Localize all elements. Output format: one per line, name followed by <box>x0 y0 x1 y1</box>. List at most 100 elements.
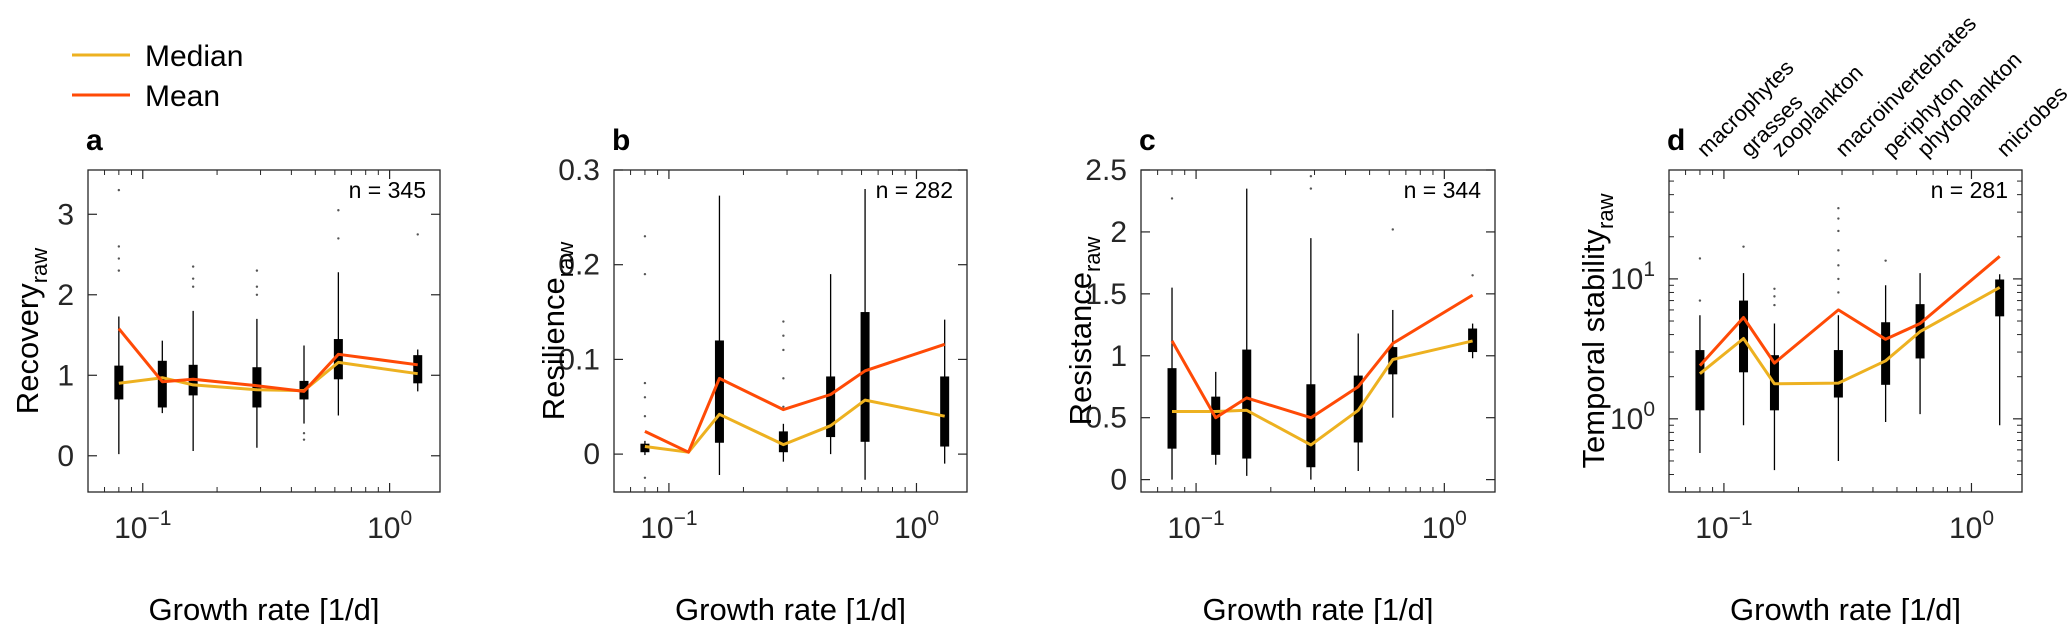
box-iqr <box>826 376 836 438</box>
box-outlier <box>1773 303 1776 307</box>
x-tick-label: 100 <box>894 507 939 545</box>
x-tick-label: 10−1 <box>640 507 697 545</box>
box-outlier <box>1773 287 1776 290</box>
box-iqr <box>1211 396 1221 455</box>
y-axis-label: Resilienceraw <box>536 242 578 421</box>
panel-a: 10−1 100 0 1 2 3 Growth rate [1/d] Recoveryraw a… <box>10 124 441 624</box>
y-tick-label: 0 <box>1110 464 1127 497</box>
box-outlier <box>337 237 340 240</box>
sample-size-label: n = 282 <box>876 177 953 203</box>
legend-mean-label: Mean <box>145 80 220 113</box>
series-median-line <box>1172 339 1473 447</box>
box-iqr <box>413 355 423 384</box>
box-outlier <box>1837 249 1840 252</box>
box-iqr <box>252 367 262 408</box>
x-axis-label: Growth rate [1/d] <box>675 592 906 624</box>
x-axis-label: Growth rate [1/d] <box>1203 592 1434 624</box>
box-iqr <box>714 340 724 443</box>
y-tick-label: 1 <box>57 359 74 392</box>
x-tick-label: 10−1 <box>1167 507 1224 545</box>
box-outlier <box>1471 274 1474 277</box>
series-mean-line <box>1698 255 2001 367</box>
box-outlier <box>643 415 647 418</box>
axes-box <box>1140 169 1496 493</box>
y-tick-label: 0.1 <box>558 343 600 376</box>
y-tick-label: 2.5 <box>1085 154 1127 187</box>
y-tick-label: 0.3 <box>558 154 600 187</box>
box-outlier <box>117 257 121 260</box>
axes-box <box>87 169 441 493</box>
box-outlier <box>1837 229 1840 233</box>
series-mean-line <box>1170 293 1474 420</box>
y-tick-label: 100 <box>1610 398 1655 436</box>
box-outlier <box>255 285 259 288</box>
box-outlier <box>1837 277 1840 281</box>
box-iqr <box>1881 322 1891 385</box>
box-iqr <box>1739 300 1749 373</box>
series-median-line <box>644 398 945 454</box>
series-mean-line <box>117 327 418 393</box>
x-tick-label: 100 <box>1422 507 1467 545</box>
category-labels: macrophytesgrasseszooplanktonmacroinvert… <box>1692 11 2072 162</box>
box-outlier <box>1698 257 1702 260</box>
sample-size-label: n = 344 <box>1404 177 1482 203</box>
category-label: microbes <box>1992 81 2072 162</box>
box-outlier <box>302 438 306 441</box>
box-outlier <box>1309 187 1313 190</box>
panel-d: 10−1 100 100 101 Growth rate [1/d] Temporal s… <box>1576 124 2023 624</box>
box-outlier <box>191 285 195 288</box>
box-iqr <box>1167 368 1177 449</box>
y-axis-label: Recoveryraw <box>10 248 52 414</box>
plot-area <box>114 188 423 455</box>
box-outlier <box>1837 217 1840 220</box>
axes-box <box>1668 169 2023 493</box>
panel-letter: b <box>612 124 630 157</box>
y-tick-label: 2 <box>57 279 74 312</box>
box-outlier <box>1698 299 1702 302</box>
sample-size-label: n = 281 <box>1931 177 2008 203</box>
legend: Median Mean <box>72 40 243 113</box>
box-outlier <box>1884 259 1887 262</box>
y-tick-label: 1.5 <box>1085 278 1127 311</box>
box-outlier <box>1170 197 1174 200</box>
box-outlier <box>117 245 121 248</box>
box-outlier <box>1837 207 1840 210</box>
box-outlier <box>1391 228 1394 231</box>
box-iqr <box>1695 350 1705 411</box>
box-outlier <box>782 405 785 408</box>
x-tick-label: 100 <box>367 507 412 545</box>
box-outlier <box>117 188 121 192</box>
x-axis-label: Growth rate [1/d] <box>1730 592 1961 624</box>
y-tick-label: 0.2 <box>558 249 600 282</box>
box-outlier <box>643 396 647 399</box>
y-axis-label: Temporal stabilityraw <box>1576 193 1618 468</box>
plot-area <box>640 188 950 480</box>
box-outlier <box>117 269 121 272</box>
panel-letter: d <box>1667 124 1685 157</box>
box-outlier <box>302 432 306 435</box>
series-mean-line <box>644 342 946 454</box>
y-tick-label: 0 <box>57 440 74 473</box>
y-tick-label: 0 <box>583 438 600 471</box>
panel-letter: c <box>1139 124 1156 157</box>
y-axis-label: Resistanceraw <box>1063 236 1105 425</box>
y-tick-label: 0.5 <box>1085 402 1127 435</box>
panel-b: 10−1 100 0 0.1 0.2 0.3 Growth rate [1/d] Resili… <box>536 124 968 624</box>
box-outlier <box>1309 174 1313 178</box>
box-iqr <box>157 360 167 408</box>
box-outlier <box>782 377 785 380</box>
box-iqr <box>860 312 870 442</box>
plot-area <box>1167 174 1478 480</box>
legend-median-label: Median <box>145 40 243 73</box>
box-outlier <box>191 265 195 268</box>
box-outlier <box>643 476 647 479</box>
box-outlier <box>1773 295 1776 298</box>
y-tick-label: 101 <box>1610 258 1655 296</box>
x-tick-label: 10−1 <box>114 507 171 545</box>
box-outlier <box>337 209 340 212</box>
axes-box <box>613 169 968 493</box>
box-outlier <box>255 293 259 296</box>
box-outlier <box>782 348 785 352</box>
x-tick-label: 10−1 <box>1695 507 1752 545</box>
